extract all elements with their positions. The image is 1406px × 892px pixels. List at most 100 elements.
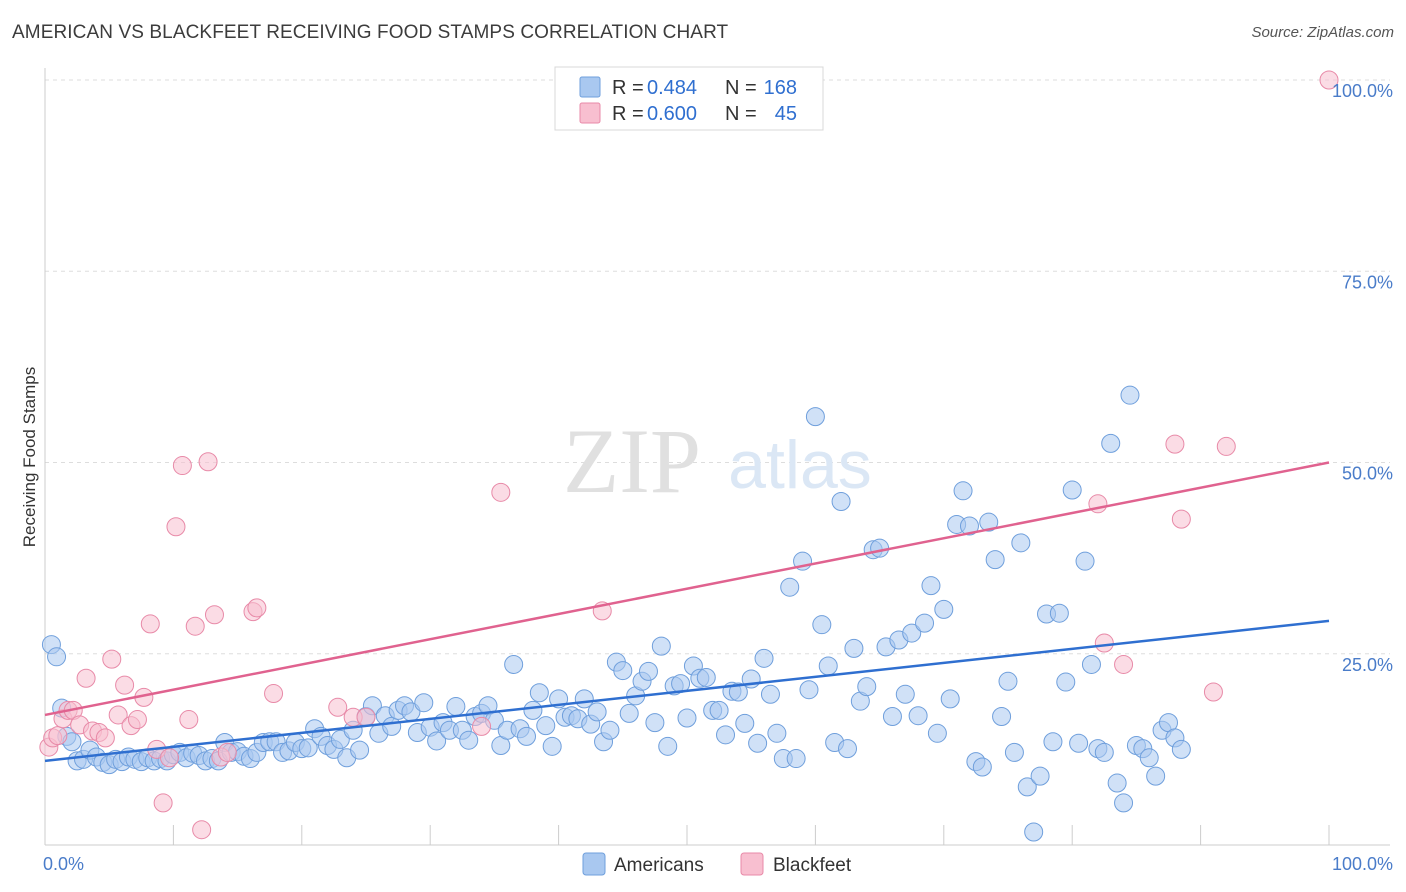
americans-point — [940, 689, 960, 709]
americans-point — [1062, 480, 1082, 500]
axes — [44, 68, 1390, 846]
americans-point — [1101, 433, 1121, 453]
source-label: Source: ZipAtlas.com — [1251, 24, 1394, 41]
americans-point — [677, 708, 697, 728]
americans-point — [1139, 748, 1159, 768]
americans-point — [619, 703, 639, 723]
gridlines — [45, 79, 1390, 655]
americans-point — [600, 720, 620, 740]
stats-swatch-blackfeet — [579, 102, 601, 124]
americans-point — [536, 716, 556, 736]
americans-point — [613, 661, 633, 681]
americans-point — [1094, 742, 1114, 762]
americans-point — [716, 725, 736, 745]
americans-point — [908, 706, 928, 726]
blackfeet-point — [95, 728, 115, 748]
americans-point — [735, 713, 755, 733]
blackfeet-point — [172, 456, 192, 476]
blackfeet-point — [1216, 436, 1236, 456]
blackfeet-point — [140, 614, 160, 634]
x-tick-label-min: 0.0% — [43, 854, 84, 874]
blackfeet-point — [472, 716, 492, 736]
americans-point — [645, 713, 665, 733]
stats-box: R = 0.484 N = 168 R = 0.600 N = 45 — [554, 66, 824, 131]
americans-point — [921, 576, 941, 596]
americans-point — [523, 700, 543, 720]
blackfeet-point — [1203, 682, 1223, 702]
trend-lines — [44, 461, 1330, 763]
stats-n-label-blackfeet: N = — [725, 103, 757, 125]
legend-swatch-blackfeet — [740, 852, 764, 876]
stats-r-value-americans: 0.484 — [647, 77, 697, 99]
americans-point — [728, 682, 748, 702]
americans-point — [972, 757, 992, 777]
watermark-atlas: atlas — [728, 427, 872, 503]
blackfeet-point — [264, 684, 284, 704]
stats-r-label-blackfeet: R = — [612, 103, 644, 125]
americans-point — [927, 723, 947, 743]
americans-point — [953, 481, 973, 501]
blackfeet-point — [491, 482, 511, 502]
americans-point — [587, 702, 607, 722]
blackfeet-point — [1171, 509, 1191, 529]
stats-n-value-americans: 168 — [764, 77, 797, 99]
blackfeet-point — [1319, 70, 1339, 90]
y-tick-label: 100.0% — [1332, 81, 1393, 101]
chart-title: AMERICAN VS BLACKFEET RECEIVING FOOD STA… — [12, 22, 729, 43]
americans-point — [1114, 793, 1134, 813]
americans-point — [992, 706, 1012, 726]
americans-point — [934, 599, 954, 619]
americans-point — [298, 738, 318, 758]
americans-point — [1011, 533, 1031, 553]
americans-point — [748, 733, 768, 753]
stats-swatch-americans — [579, 76, 601, 98]
blackfeet-point — [166, 517, 186, 537]
legend-label-blackfeet: Blackfeet — [773, 855, 852, 876]
y-tick-labels: 25.0% 50.0% 75.0% 100.0% — [1332, 81, 1393, 675]
blackfeet-point — [179, 710, 199, 730]
americans-point — [542, 736, 562, 756]
americans-point — [446, 697, 466, 717]
blackfeet-point — [1114, 654, 1134, 674]
blackfeet-point — [76, 668, 96, 688]
americans-point — [1056, 672, 1076, 692]
trend-line-americans — [44, 619, 1330, 763]
blackfeet-point — [192, 820, 212, 840]
americans-point — [350, 740, 370, 760]
americans-point — [1075, 551, 1095, 571]
americans-point — [895, 684, 915, 704]
americans-point — [382, 716, 402, 736]
blackfeet-point — [153, 793, 173, 813]
legend-swatch-americans — [582, 852, 606, 876]
americans-point — [1004, 742, 1024, 762]
blackfeet-point — [1094, 633, 1114, 653]
stats-r-label-americans: R = — [612, 77, 644, 99]
y-tick-label: 50.0% — [1342, 464, 1393, 484]
americans-point — [1043, 732, 1063, 752]
blackfeet-point — [217, 742, 237, 762]
americans-point — [831, 492, 851, 512]
americans-point — [709, 700, 729, 720]
americans-point — [1030, 766, 1050, 786]
blackfeet-point — [127, 710, 147, 730]
americans-point — [1107, 773, 1127, 793]
americans-point — [979, 512, 999, 532]
americans-point — [799, 680, 819, 700]
blackfeet-point — [204, 605, 224, 625]
americans-point — [1069, 733, 1089, 753]
americans-point — [529, 683, 549, 703]
americans-point — [870, 538, 890, 558]
americans-point — [985, 550, 1005, 570]
legend: Americans Blackfeet — [582, 852, 852, 876]
y-tick-label: 75.0% — [1342, 272, 1393, 292]
americans-point — [1146, 766, 1166, 786]
blackfeet-point — [102, 649, 122, 669]
americans-point — [780, 577, 800, 597]
stats-n-label-americans: N = — [725, 77, 757, 99]
americans-point — [1049, 603, 1069, 623]
americans-point — [638, 661, 658, 681]
trend-line-blackfeet — [44, 461, 1330, 717]
americans-point — [812, 615, 832, 635]
blackfeet-point — [356, 707, 376, 727]
